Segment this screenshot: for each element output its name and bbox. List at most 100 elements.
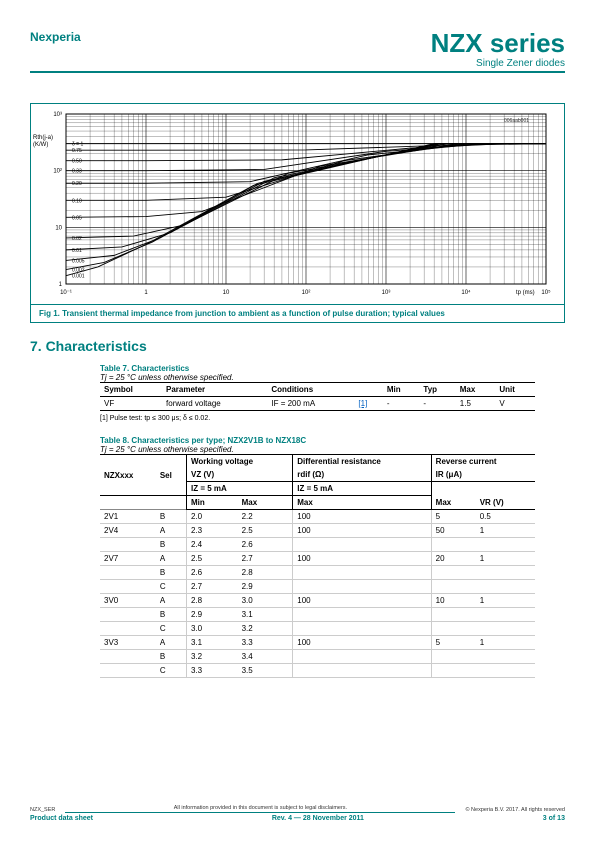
table-cell: 3.0: [187, 622, 238, 636]
table-cell: C: [156, 580, 187, 594]
table-header: Parameter: [162, 383, 267, 397]
table-cell: 1: [476, 594, 535, 608]
svg-text:10: 10: [55, 225, 62, 231]
product-subtitle: Single Zener diodes: [431, 58, 565, 69]
svg-text:0.50: 0.50: [72, 159, 82, 165]
table-cell: [431, 608, 476, 622]
table-header: VZ (V): [187, 468, 293, 482]
svg-text:0.33: 0.33: [72, 169, 82, 175]
table-8-title: Table 8. Characteristics per type; NZX2V…: [100, 436, 535, 445]
footnote-link[interactable]: [1]: [358, 399, 367, 408]
table-7-subtitle: Tj = 25 °C unless otherwise specified.: [100, 373, 535, 382]
table-header: Conditions: [267, 383, 354, 397]
svg-text:10: 10: [223, 290, 230, 296]
table-cell: B: [156, 566, 187, 580]
table-cell: 2.7: [187, 580, 238, 594]
table-cell: 3.2: [187, 650, 238, 664]
table-cell: [100, 608, 156, 622]
table-cell: [476, 580, 535, 594]
table-header: [431, 482, 535, 496]
table-cell: [100, 538, 156, 552]
table-cell: [431, 664, 476, 678]
table-cell: 50: [431, 524, 476, 538]
table-7: SymbolParameterConditionsMinTypMaxUnit V…: [100, 382, 535, 411]
table-cell: [431, 566, 476, 580]
table-7-title: Table 7. Characteristics: [100, 364, 535, 373]
table-cell: 100: [293, 636, 431, 650]
table-cell: 5: [431, 636, 476, 650]
table-cell: [476, 622, 535, 636]
table-cell: [293, 650, 431, 664]
table-cell: 1: [476, 552, 535, 566]
table-cell: 2V7: [100, 552, 156, 566]
table-cell: 2.7: [238, 552, 293, 566]
table-cell: A: [156, 594, 187, 608]
table-7-block: Table 7. Characteristics Tj = 25 °C unle…: [100, 364, 535, 422]
table-cell: [100, 664, 156, 678]
table-cell: 10: [431, 594, 476, 608]
table-cell: VF: [100, 397, 162, 411]
table-cell: 2.3: [187, 524, 238, 538]
table-header: Reverse current: [431, 455, 535, 469]
table-cell: 3.4: [238, 650, 293, 664]
table-cell: 100: [293, 552, 431, 566]
table-cell: [293, 608, 431, 622]
svg-text:10⁻¹: 10⁻¹: [60, 290, 72, 296]
table-cell: [100, 566, 156, 580]
table-cell: A: [156, 636, 187, 650]
table-cell: 100: [293, 524, 431, 538]
svg-text:10³: 10³: [382, 290, 391, 296]
table-cell: 2.9: [238, 580, 293, 594]
table-cell: -: [419, 397, 455, 411]
table-cell: 3.0: [238, 594, 293, 608]
table-cell: 1.5: [456, 397, 496, 411]
table-header: Typ: [419, 383, 455, 397]
footer-disclaimer: All information provided in this documen…: [65, 805, 455, 813]
table-cell: A: [156, 524, 187, 538]
table-header: [354, 383, 382, 397]
table-cell: [476, 538, 535, 552]
svg-text:Rth(j-a): Rth(j-a): [33, 135, 53, 141]
table-header: Max: [238, 496, 293, 510]
page-footer: NZX_SER All information provided in this…: [30, 805, 565, 822]
table-header: NZXxxx: [100, 455, 156, 496]
table-cell: B: [156, 650, 187, 664]
svg-text:0.02: 0.02: [72, 236, 82, 242]
table-header: Symbol: [100, 383, 162, 397]
svg-text:(K/W): (K/W): [33, 142, 48, 148]
table-cell: [100, 580, 156, 594]
table-cell: 5: [431, 510, 476, 524]
table-cell: 2.4: [187, 538, 238, 552]
table-cell: 2.2: [238, 510, 293, 524]
footer-left: Product data sheet: [30, 815, 93, 822]
table-cell: [476, 608, 535, 622]
table-cell: 20: [431, 552, 476, 566]
table-cell: 3.1: [238, 608, 293, 622]
table-cell: [293, 622, 431, 636]
svg-text:0.75: 0.75: [72, 148, 82, 154]
table-cell: 2.0: [187, 510, 238, 524]
svg-text:10⁵: 10⁵: [541, 289, 551, 296]
footer-right: 3 of 13: [543, 815, 565, 822]
svg-text:0.001: 0.001: [72, 274, 85, 280]
svg-text:10²: 10²: [53, 169, 62, 175]
table-cell: 3.2: [238, 622, 293, 636]
table-8: NZXxxxSelWorking voltageDifferential res…: [100, 454, 535, 678]
table-header: Max: [293, 496, 431, 510]
table-header: IZ = 5 mA: [187, 482, 293, 496]
table-cell: 100: [293, 510, 431, 524]
svg-text:0.002: 0.002: [72, 268, 85, 274]
table-cell: [431, 580, 476, 594]
svg-text:1: 1: [59, 282, 63, 288]
table-cell: 2.5: [238, 524, 293, 538]
table-header: IZ = 5 mA: [293, 482, 431, 496]
svg-text:0.01: 0.01: [72, 248, 82, 254]
table-header: VR (V): [476, 496, 535, 510]
table-cell: [1]: [354, 397, 382, 411]
table-cell: forward voltage: [162, 397, 267, 411]
table-header: Min: [383, 383, 420, 397]
table-header: Max: [456, 383, 496, 397]
table-cell: 3.3: [238, 636, 293, 650]
table-cell: A: [156, 552, 187, 566]
table-header: Working voltage: [187, 455, 293, 469]
